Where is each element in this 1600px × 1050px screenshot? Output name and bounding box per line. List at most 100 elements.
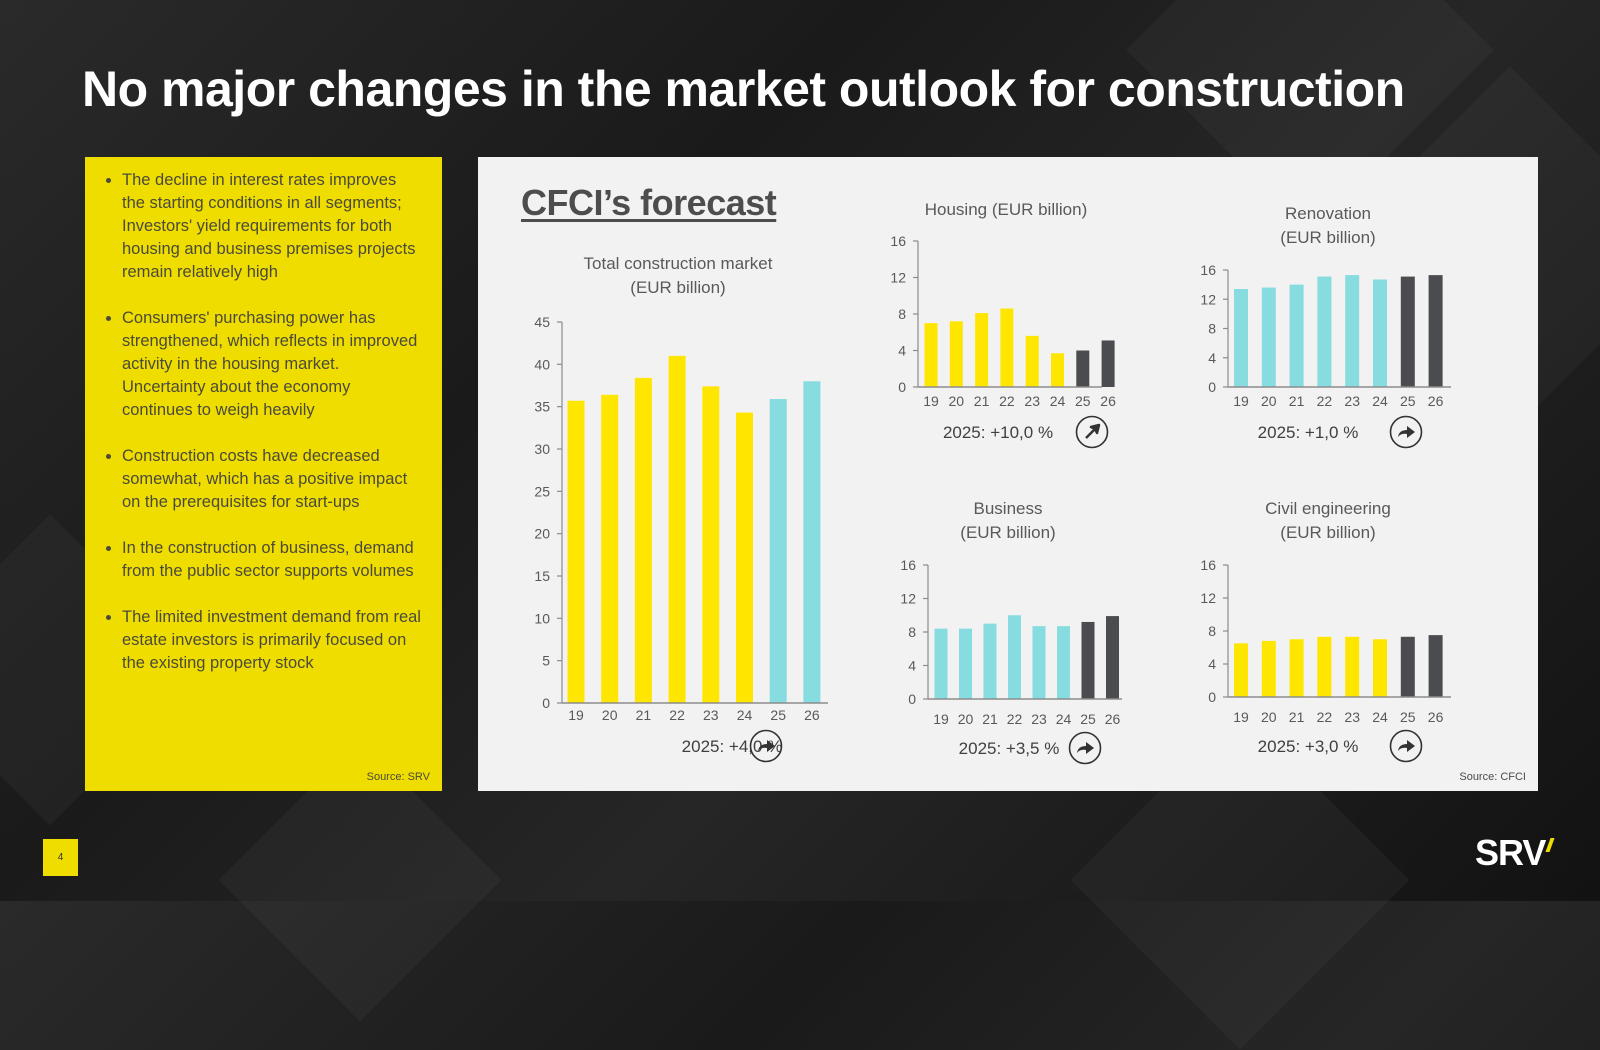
chart-title: Business [974, 499, 1043, 518]
bar [567, 400, 585, 703]
x-tick-label: 23 [1344, 709, 1360, 725]
y-tick-label: 16 [1200, 262, 1216, 278]
bar [1106, 616, 1119, 699]
bar [1261, 287, 1276, 387]
bar [1289, 284, 1304, 387]
x-tick-label: 23 [1024, 393, 1040, 409]
x-tick-label: 25 [1075, 393, 1091, 409]
x-tick-label: 19 [933, 711, 949, 727]
x-tick-label: 19 [1233, 393, 1249, 409]
bar [1076, 350, 1090, 387]
chart-panel: Total construction market (EUR billion) 0 5… [478, 157, 1538, 791]
slide-title: No major changes in the market outlook f… [82, 61, 1405, 117]
y-tick-label: 15 [534, 568, 550, 584]
x-tick-label: 24 [1372, 393, 1388, 409]
change-label: 2025: +3,5 % [959, 739, 1060, 758]
chart-total: Total construction market (EUR billion) 0 5… [534, 254, 828, 763]
chart-title: (EUR billion) [630, 278, 725, 297]
bar [1317, 276, 1332, 387]
change-label: 2025: +3,0 % [1258, 737, 1359, 756]
x-tick-label: 22 [1317, 393, 1333, 409]
bar [1345, 636, 1360, 697]
x-tick-label: 26 [1428, 709, 1444, 725]
icon-ring [1389, 729, 1423, 763]
y-tick-label: 12 [1200, 590, 1216, 606]
chart-title: Renovation [1285, 204, 1371, 223]
x-tick-label: 25 [1400, 393, 1416, 409]
y-tick-label: 12 [1200, 291, 1216, 307]
arrow-glyph [1398, 740, 1415, 752]
bar [1261, 640, 1276, 697]
chart-title: Housing (EUR billion) [925, 200, 1088, 219]
bar [668, 355, 686, 703]
chart-civil: Civil engineering (EUR billion) 0 4 8 12 16 19 2… [1200, 499, 1451, 763]
icon-ring [1075, 415, 1109, 449]
bar [1373, 639, 1387, 697]
bullet-list: The decline in interest rates improves t… [105, 169, 422, 675]
x-tick-label: 24 [737, 707, 753, 723]
y-tick-label: 4 [898, 343, 906, 359]
x-tick-label: 22 [999, 393, 1015, 409]
bar [1000, 308, 1014, 387]
page-number: 4 [43, 839, 78, 876]
x-tick-label: 21 [974, 393, 990, 409]
x-tick-label: 19 [1233, 709, 1249, 725]
chart-business: Business (EUR billion) 0 4 8 12 16 19 20 21 22 23 24… [900, 499, 1122, 765]
x-tick-label: 26 [804, 707, 820, 723]
bar [1101, 340, 1115, 387]
y-tick-label: 8 [1208, 321, 1216, 337]
icon-ring [1068, 731, 1102, 765]
bar [1289, 639, 1304, 697]
chart-heading: CFCI’s forecast [521, 182, 777, 223]
arrow-right-icon [1389, 729, 1423, 763]
bar [983, 623, 997, 699]
bar [1234, 643, 1248, 697]
bar [934, 628, 948, 699]
bar [1051, 353, 1064, 387]
x-tick-label: 19 [923, 393, 939, 409]
bar [975, 313, 989, 387]
x-tick-label: 20 [958, 711, 974, 727]
y-tick-label: 5 [542, 653, 550, 669]
y-tick-label: 0 [908, 691, 916, 707]
charts-svg: Total construction market (EUR billion) 0 5… [534, 200, 1451, 765]
x-tick-label: 25 [1080, 711, 1096, 727]
bar [1400, 636, 1415, 697]
chart-housing: Housing (EUR billion) 0 4 8 12 16 19 20 21 22 23 24… [890, 200, 1116, 449]
y-tick-label: 30 [534, 441, 550, 457]
x-tick-label: 24 [1056, 711, 1072, 727]
x-tick-label: 21 [636, 707, 652, 723]
bar [1025, 335, 1039, 387]
y-tick-label: 12 [890, 270, 906, 286]
y-tick-label: 0 [542, 695, 550, 711]
arrow-right-icon [1389, 415, 1423, 449]
y-tick-label: 12 [900, 591, 916, 607]
y-tick-label: 10 [534, 610, 550, 626]
chart-source: Source: CFCI [1459, 771, 1526, 783]
srv-logo: SRV [1475, 832, 1546, 873]
chart-title: (EUR billion) [960, 523, 1055, 542]
bar [1373, 279, 1387, 387]
bullet-item: The limited investment demand from real … [122, 606, 422, 675]
chart-renovation: Renovation (EUR billion) 0 4 8 12 16 19 20 21 22 23… [1200, 204, 1451, 449]
change-label: 2025: +4,0 % [682, 737, 783, 756]
x-tick-label: 26 [1105, 711, 1121, 727]
bullet-item: The decline in interest rates improves t… [122, 169, 422, 284]
x-tick-label: 23 [1344, 393, 1360, 409]
bar [736, 412, 753, 703]
x-tick-label: 21 [982, 711, 998, 727]
bar [1057, 626, 1070, 699]
x-tick-label: 23 [703, 707, 719, 723]
x-tick-label: 20 [1261, 393, 1277, 409]
y-tick-label: 4 [1208, 656, 1216, 672]
x-tick-label: 20 [1261, 709, 1277, 725]
arrow-right-icon [749, 729, 783, 763]
bar [1081, 621, 1095, 699]
bar [924, 323, 938, 387]
y-tick-label: 4 [1208, 350, 1216, 366]
arrow-right-icon [1068, 731, 1102, 765]
y-tick-label: 0 [1208, 379, 1216, 395]
x-tick-label: 24 [1050, 393, 1066, 409]
bar [601, 394, 619, 703]
bar [1428, 275, 1443, 387]
